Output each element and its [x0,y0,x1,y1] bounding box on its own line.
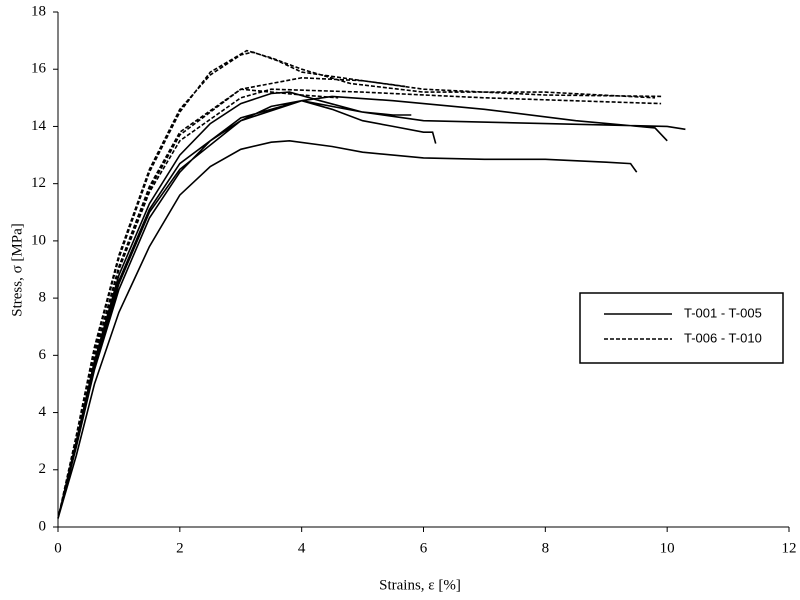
x-tick-label: 8 [542,540,550,556]
y-tick-label: 2 [39,461,47,477]
y-tick-label: 8 [39,290,47,306]
x-tick-label: 6 [420,540,428,556]
x-tick-label: 2 [176,540,184,556]
y-tick-label: 0 [39,518,47,534]
x-tick-label: 0 [54,540,62,556]
legend-label: T-001 - T-005 [684,305,762,320]
x-tick-label: 12 [782,540,797,556]
y-tick-label: 18 [31,3,46,19]
y-axis-label: Stress, σ [MPa] [9,223,25,317]
y-tick-label: 16 [31,61,47,77]
y-tick-label: 12 [31,175,46,191]
series-line [57,91,686,519]
y-tick-label: 10 [31,232,46,248]
x-tick-label: 10 [660,540,675,556]
x-tick-label: 4 [298,540,306,556]
legend-label: T-006 - T-010 [684,330,762,345]
y-tick-label: 6 [39,347,47,363]
legend-box [579,292,784,364]
y-tick-label: 14 [31,118,47,134]
series-line [57,49,662,519]
y-tick-label: 4 [39,404,47,420]
x-axis-label: Strains, ε [%] [379,577,461,593]
